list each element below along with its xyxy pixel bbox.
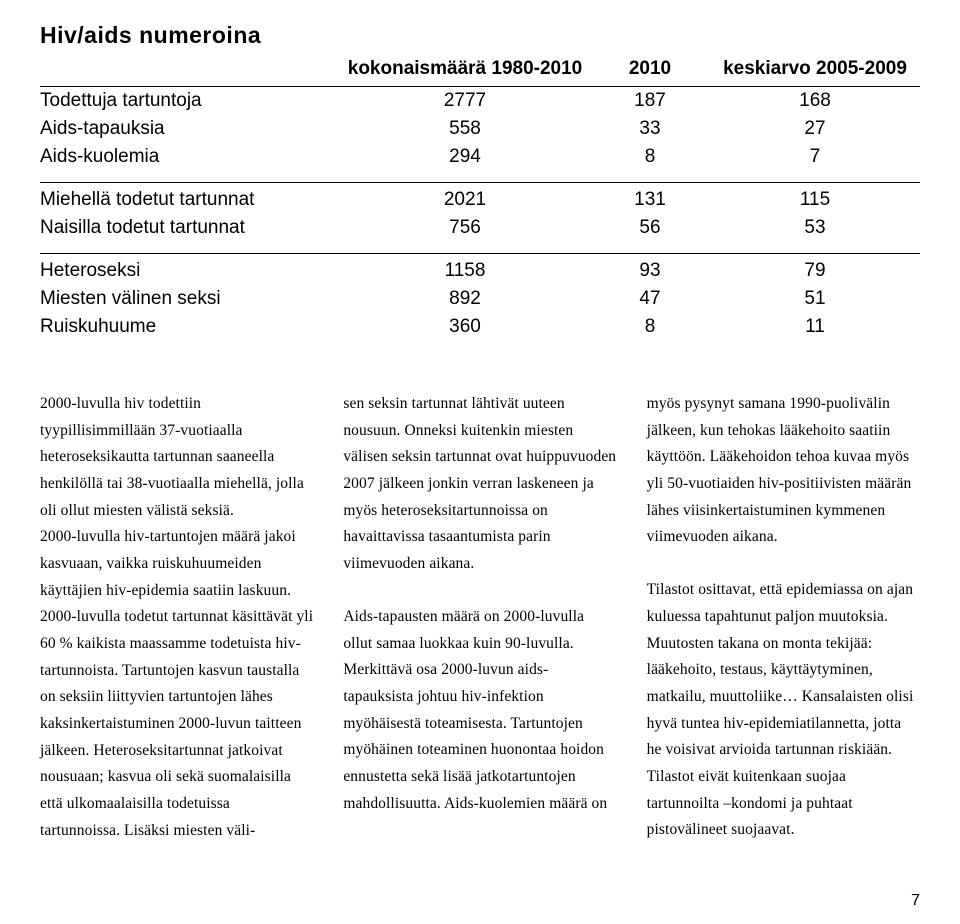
- table-row: Aids-kuolemia29487: [40, 143, 920, 183]
- row-label: Aids-kuolemia: [40, 143, 340, 183]
- row-c3: 7: [710, 143, 920, 183]
- page-number: 7: [911, 892, 920, 910]
- table-row: Naisilla todetut tartunnat7565653: [40, 214, 920, 254]
- row-c2: 8: [590, 143, 710, 183]
- table-row: Miesten välinen seksi8924751: [40, 285, 920, 313]
- row-c1: 756: [340, 214, 590, 254]
- row-c3: 168: [710, 87, 920, 116]
- row-c1: 294: [340, 143, 590, 183]
- th-col1: kokonaismäärä 1980-2010: [340, 55, 590, 87]
- row-c2: 56: [590, 214, 710, 254]
- row-c2: 47: [590, 285, 710, 313]
- row-c1: 360: [340, 313, 590, 341]
- row-c3: 115: [710, 183, 920, 215]
- row-c3: 79: [710, 254, 920, 286]
- row-c2: 131: [590, 183, 710, 215]
- row-c2: 33: [590, 115, 710, 143]
- table-row: Todettuja tartuntoja2777187168: [40, 87, 920, 116]
- row-label: Naisilla todetut tartunnat: [40, 214, 340, 254]
- row-c3: 51: [710, 285, 920, 313]
- table-row: Heteroseksi11589379: [40, 254, 920, 286]
- row-c3: 27: [710, 115, 920, 143]
- row-c2: 93: [590, 254, 710, 286]
- row-c2: 187: [590, 87, 710, 116]
- row-c1: 1158: [340, 254, 590, 286]
- row-c1: 558: [340, 115, 590, 143]
- row-c1: 892: [340, 285, 590, 313]
- table-row: Aids-tapauksia5583327: [40, 115, 920, 143]
- body-p2: 2000-luvulla hiv-tartuntojen määrä jakoi…: [40, 524, 313, 844]
- row-c2: 8: [590, 313, 710, 341]
- body-text: 2000-luvulla hiv todettiin tyypillisimmi…: [40, 391, 920, 844]
- body-p3: sen seksin tartunnat lähtivät uuteen nou…: [343, 391, 616, 578]
- table-title: Hiv/aids numeroina: [40, 22, 920, 49]
- row-c3: 53: [710, 214, 920, 254]
- th-col2: 2010: [590, 55, 710, 87]
- stats-table: kokonaismäärä 1980-2010 2010 keskiarvo 2…: [40, 55, 920, 341]
- row-c1: 2021: [340, 183, 590, 215]
- th-col3: keskiarvo 2005-2009: [710, 55, 920, 87]
- row-label: Todettuja tartuntoja: [40, 87, 340, 116]
- body-p1: 2000-luvulla hiv todettiin tyypillisimmi…: [40, 391, 313, 524]
- row-label: Miehellä todetut tartunnat: [40, 183, 340, 215]
- row-c1: 2777: [340, 87, 590, 116]
- row-label: Miesten välinen seksi: [40, 285, 340, 313]
- row-label: Heteroseksi: [40, 254, 340, 286]
- row-c3: 11: [710, 313, 920, 341]
- row-label: Aids-tapauksia: [40, 115, 340, 143]
- body-p6: Tilastot osittavat, että epidemiassa on …: [647, 577, 920, 844]
- table-row: Miehellä todetut tartunnat2021131115: [40, 183, 920, 215]
- table-row: Ruiskuhuume360811: [40, 313, 920, 341]
- row-label: Ruiskuhuume: [40, 313, 340, 341]
- th-empty: [40, 55, 340, 87]
- body-p5: käyttöön. Lääkehoidon tehoa kuvaa myös y…: [647, 444, 920, 551]
